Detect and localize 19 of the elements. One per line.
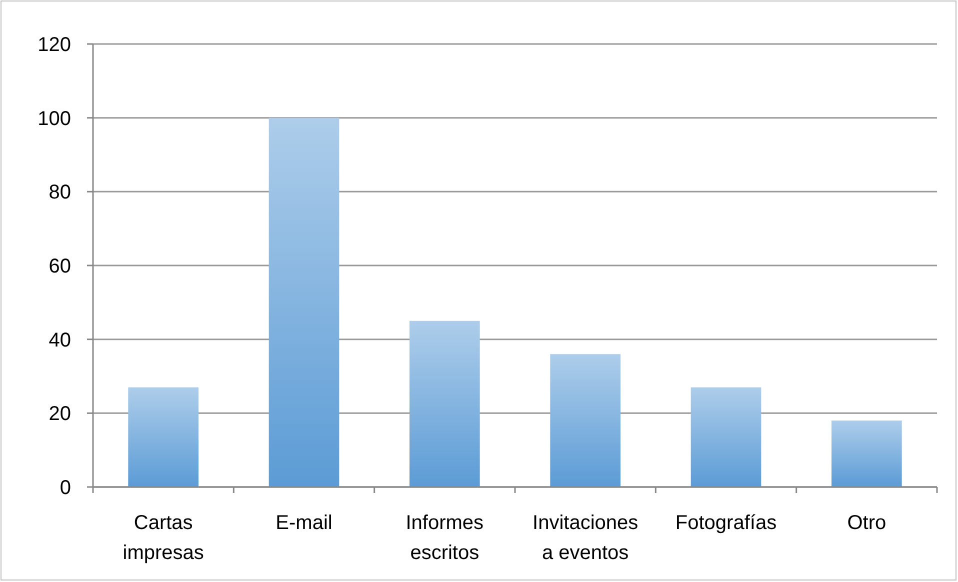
y-tick-label: 100 xyxy=(38,108,71,130)
x-tick-label: E-mail xyxy=(276,512,332,534)
y-tick-label: 40 xyxy=(48,329,71,352)
y-tick-label: 0 xyxy=(60,477,71,499)
bar xyxy=(410,320,480,487)
x-tick-label: Fotografías xyxy=(675,512,777,534)
x-tick-label: Cartas impresas xyxy=(122,512,204,564)
x-tick-label: Otro xyxy=(847,512,886,534)
bar xyxy=(268,118,340,487)
bar xyxy=(550,354,620,487)
x-tick-label: Informes escritos xyxy=(406,512,484,564)
y-tick-label: 20 xyxy=(48,403,71,426)
bar xyxy=(128,387,198,487)
bar xyxy=(832,420,902,487)
x-tick-label: Invitaciones a eventos xyxy=(532,512,638,564)
y-tick-label: 80 xyxy=(48,182,71,204)
y-tick-label: 60 xyxy=(48,256,71,278)
bar xyxy=(690,387,762,487)
y-tick-label: 120 xyxy=(38,34,71,56)
